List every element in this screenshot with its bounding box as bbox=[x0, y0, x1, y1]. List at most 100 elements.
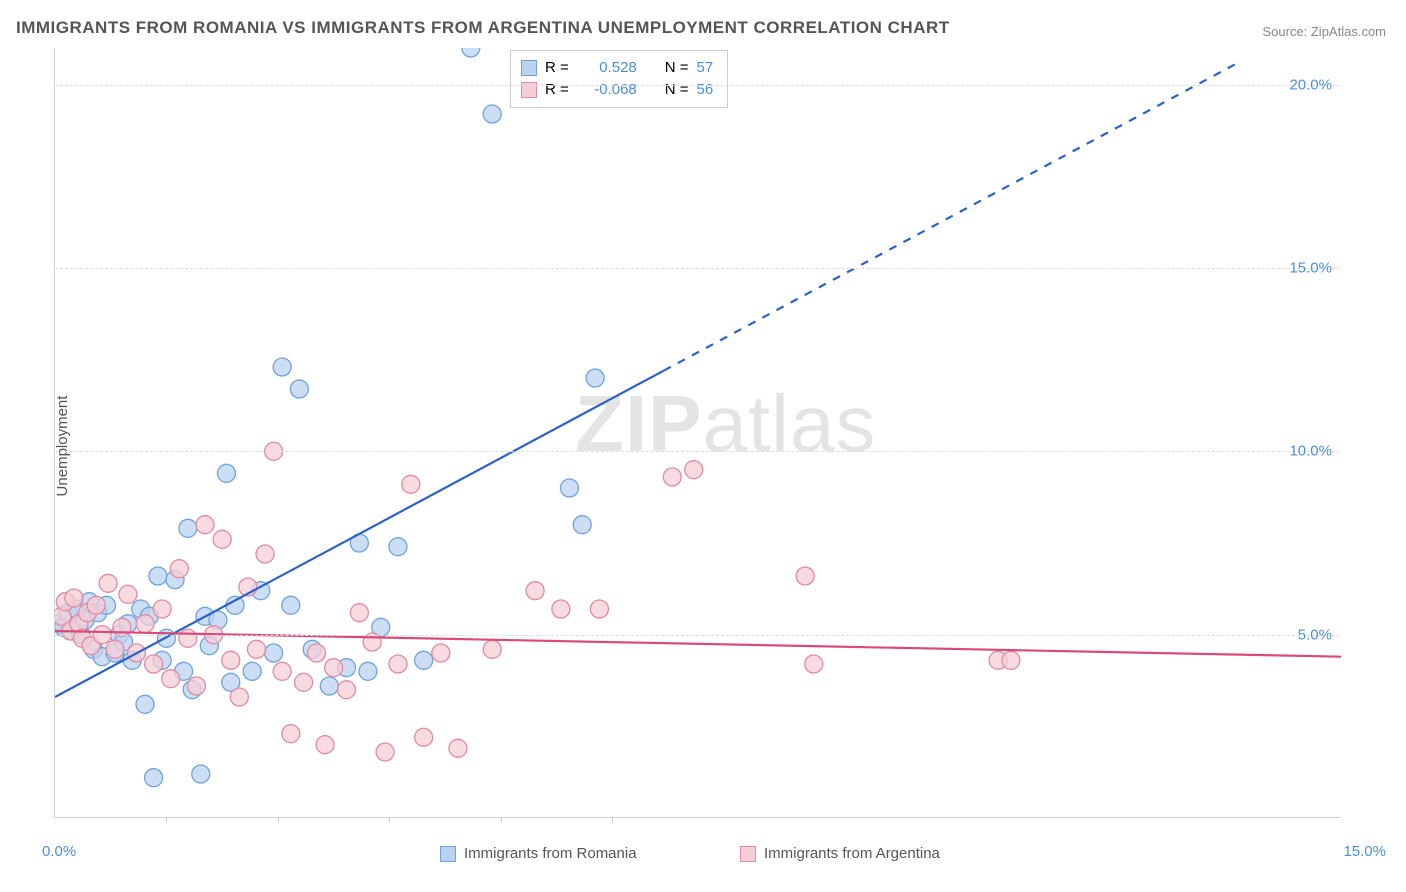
y-tick-label: 10.0% bbox=[1289, 443, 1332, 460]
gridline bbox=[55, 451, 1340, 452]
n-value-romania: 57 bbox=[697, 57, 714, 79]
data-point-argentina bbox=[376, 743, 394, 761]
chart-svg bbox=[55, 48, 1341, 818]
data-point-argentina bbox=[247, 640, 265, 658]
trendline-dashed-romania bbox=[664, 63, 1238, 371]
gridline bbox=[55, 268, 1340, 269]
data-point-argentina bbox=[316, 736, 334, 754]
data-point-romania bbox=[136, 695, 154, 713]
data-point-romania bbox=[359, 662, 377, 680]
data-point-argentina bbox=[113, 618, 131, 636]
data-point-argentina bbox=[145, 655, 163, 673]
data-point-romania bbox=[192, 765, 210, 783]
data-point-romania bbox=[560, 479, 578, 497]
data-point-romania bbox=[149, 567, 167, 585]
data-point-argentina bbox=[402, 475, 420, 493]
swatch-romania-bottom bbox=[440, 846, 456, 862]
data-point-argentina bbox=[307, 644, 325, 662]
data-point-romania bbox=[290, 380, 308, 398]
data-point-romania bbox=[389, 538, 407, 556]
n-label: N = bbox=[665, 79, 689, 101]
bottom-legend-argentina: Immigrants from Argentina bbox=[740, 845, 940, 862]
data-point-romania bbox=[282, 596, 300, 614]
r-label: R = bbox=[545, 57, 569, 79]
x-tick-label-left: 0.0% bbox=[42, 843, 76, 860]
data-point-argentina bbox=[363, 633, 381, 651]
data-point-romania bbox=[462, 48, 480, 57]
chart-title: IMMIGRANTS FROM ROMANIA VS IMMIGRANTS FR… bbox=[16, 18, 950, 38]
x-tick bbox=[278, 817, 279, 823]
source-attribution: Source: ZipAtlas.com bbox=[1262, 24, 1386, 39]
gridline bbox=[55, 635, 1340, 636]
data-point-argentina bbox=[282, 725, 300, 743]
data-point-argentina bbox=[87, 596, 105, 614]
bottom-legend-romania: Immigrants from Romania bbox=[440, 845, 637, 862]
data-point-argentina bbox=[350, 604, 368, 622]
data-point-argentina bbox=[273, 662, 291, 680]
data-point-romania bbox=[415, 651, 433, 669]
x-tick bbox=[166, 817, 167, 823]
data-point-argentina bbox=[179, 629, 197, 647]
data-point-argentina bbox=[389, 655, 407, 673]
data-point-argentina bbox=[230, 688, 248, 706]
y-tick-label: 15.0% bbox=[1289, 260, 1332, 277]
data-point-argentina bbox=[136, 615, 154, 633]
x-tick bbox=[612, 817, 613, 823]
r-value-argentina: -0.068 bbox=[577, 79, 637, 101]
data-point-argentina bbox=[187, 677, 205, 695]
data-point-argentina bbox=[213, 530, 231, 548]
n-label: N = bbox=[665, 57, 689, 79]
data-point-argentina bbox=[170, 560, 188, 578]
data-point-argentina bbox=[796, 567, 814, 585]
data-point-argentina bbox=[295, 673, 313, 691]
data-point-romania bbox=[273, 358, 291, 376]
r-value-romania: 0.528 bbox=[577, 57, 637, 79]
data-point-argentina bbox=[483, 640, 501, 658]
data-point-argentina bbox=[1002, 651, 1020, 669]
data-point-argentina bbox=[65, 589, 83, 607]
data-point-romania bbox=[145, 769, 163, 787]
swatch-romania bbox=[521, 60, 537, 76]
y-tick-label: 5.0% bbox=[1298, 626, 1332, 643]
data-point-romania bbox=[265, 644, 283, 662]
data-point-argentina bbox=[432, 644, 450, 662]
legend-label-romania: Immigrants from Romania bbox=[464, 845, 637, 862]
data-point-argentina bbox=[337, 681, 355, 699]
data-point-argentina bbox=[590, 600, 608, 618]
data-point-romania bbox=[320, 677, 338, 695]
legend-row-argentina: R = -0.068 N = 56 bbox=[521, 79, 713, 101]
data-point-romania bbox=[226, 596, 244, 614]
plot-area: ZIPatlas R = 0.528 N = 57 R = -0.068 N =… bbox=[54, 48, 1340, 818]
data-point-argentina bbox=[526, 582, 544, 600]
data-point-argentina bbox=[99, 574, 117, 592]
x-tick bbox=[389, 817, 390, 823]
data-point-argentina bbox=[162, 670, 180, 688]
data-point-argentina bbox=[222, 651, 240, 669]
data-point-romania bbox=[217, 464, 235, 482]
data-point-romania bbox=[586, 369, 604, 387]
data-point-argentina bbox=[256, 545, 274, 563]
data-point-romania bbox=[483, 105, 501, 123]
data-point-argentina bbox=[449, 739, 467, 757]
data-point-argentina bbox=[106, 640, 124, 658]
y-tick-label: 20.0% bbox=[1289, 76, 1332, 93]
swatch-argentina-bottom bbox=[740, 846, 756, 862]
data-point-argentina bbox=[552, 600, 570, 618]
trendline-romania bbox=[55, 371, 664, 697]
data-point-argentina bbox=[325, 659, 343, 677]
gridline bbox=[55, 85, 1340, 86]
legend-row-romania: R = 0.528 N = 57 bbox=[521, 57, 713, 79]
n-value-argentina: 56 bbox=[697, 79, 714, 101]
data-point-argentina bbox=[805, 655, 823, 673]
data-point-argentina bbox=[685, 461, 703, 479]
x-tick bbox=[501, 817, 502, 823]
correlation-legend: R = 0.528 N = 57 R = -0.068 N = 56 bbox=[510, 50, 728, 108]
data-point-argentina bbox=[119, 585, 137, 603]
r-label: R = bbox=[545, 79, 569, 101]
x-tick-label-right: 15.0% bbox=[1343, 843, 1386, 860]
data-point-romania bbox=[179, 519, 197, 537]
data-point-argentina bbox=[415, 728, 433, 746]
data-point-romania bbox=[573, 516, 591, 534]
data-point-romania bbox=[243, 662, 261, 680]
data-point-argentina bbox=[196, 516, 214, 534]
